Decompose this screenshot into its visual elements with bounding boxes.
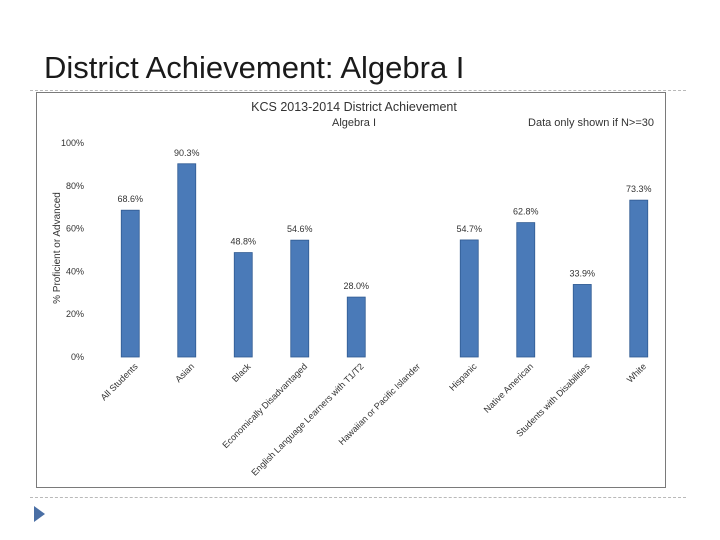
bar bbox=[572, 284, 592, 358]
category-label: All Students bbox=[99, 361, 140, 402]
footer-divider bbox=[30, 497, 686, 498]
bar bbox=[120, 209, 140, 358]
y-tick-label: 60% bbox=[66, 224, 84, 234]
title-divider bbox=[30, 90, 686, 91]
bar bbox=[177, 163, 197, 358]
category-label: Native American bbox=[482, 361, 535, 414]
bar bbox=[346, 296, 366, 358]
data-label: 68.6% bbox=[117, 194, 143, 204]
data-label: 90.3% bbox=[174, 148, 200, 158]
data-label: 54.6% bbox=[287, 224, 313, 234]
chart-frame bbox=[36, 92, 666, 488]
bar bbox=[459, 239, 479, 358]
bars bbox=[120, 163, 649, 358]
y-tick-label: 80% bbox=[66, 181, 84, 191]
category-label: English Language Learners with T1/T2 bbox=[249, 361, 365, 477]
y-tick-label: 40% bbox=[66, 266, 84, 276]
data-label: 48.8% bbox=[230, 237, 256, 247]
y-tick-label: 0% bbox=[71, 352, 84, 362]
bar bbox=[233, 252, 253, 358]
y-axis-ticks: 0% 20% 40% 60% 80% 100% bbox=[61, 138, 84, 362]
chart-subtitle: Algebra I bbox=[332, 117, 376, 129]
bullet-arrow-icon bbox=[34, 506, 45, 522]
data-label: 62.8% bbox=[513, 207, 539, 217]
y-tick-label: 100% bbox=[61, 138, 84, 148]
category-label: Asian bbox=[173, 361, 196, 384]
chart-note: Data only shown if N>=30 bbox=[528, 117, 654, 129]
data-label: 28.0% bbox=[343, 281, 369, 291]
bar bbox=[629, 199, 649, 358]
slide-title: District Achievement: Algebra I bbox=[44, 50, 465, 85]
y-tick-label: 20% bbox=[66, 309, 84, 319]
bar bbox=[516, 222, 536, 358]
category-label: Hispanic bbox=[447, 361, 479, 393]
y-axis-label: % Proficient or Advanced bbox=[52, 192, 63, 304]
data-label: 54.7% bbox=[456, 224, 482, 234]
data-label: 73.3% bbox=[626, 184, 652, 194]
data-labels: 68.6% 90.3% 48.8% 54.6% 28.0% 54.7% 62.8% 33.9%… bbox=[117, 148, 651, 291]
data-label: 33.9% bbox=[569, 268, 595, 278]
bar bbox=[290, 239, 310, 358]
category-label: Black bbox=[230, 361, 253, 384]
chart-title: KCS 2013-2014 District Achievement bbox=[251, 100, 457, 114]
category-label: White bbox=[625, 361, 648, 384]
